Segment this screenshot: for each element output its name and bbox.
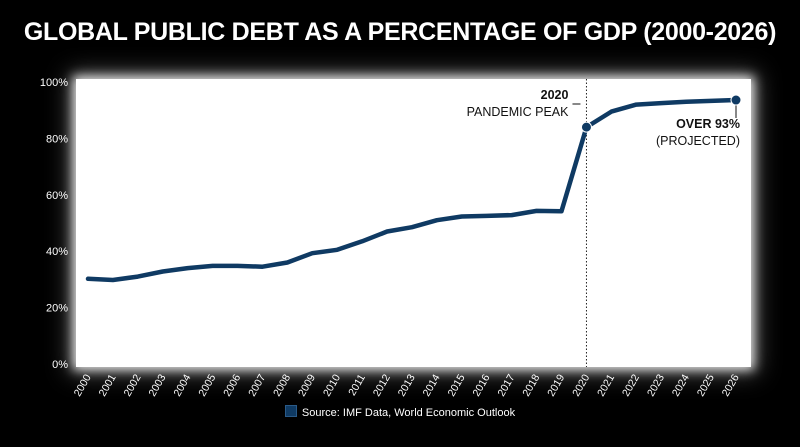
x-tick-label: 2008 (271, 372, 293, 398)
plot-area (76, 79, 751, 367)
x-tick-label: 2002 (122, 372, 144, 398)
series-line (85, 97, 739, 283)
x-tick-label: 2013 (396, 372, 418, 398)
data-point-marker (580, 121, 592, 133)
y-tick-label: 20% (46, 303, 68, 315)
y-tick-label: 80% (46, 133, 68, 145)
x-tick-label: 2011 (346, 372, 368, 398)
series-lines (85, 97, 739, 283)
x-tick-label: 2017 (495, 372, 517, 398)
x-axis-ticks: 2000 2001 2002 2003 2004 2005 2006 2007 2008 2009… (72, 372, 742, 398)
x-tick-label: 2010 (321, 372, 343, 398)
y-tick-label: 0% (52, 359, 68, 371)
x-tick-label: 2009 (296, 372, 318, 398)
series-markers (580, 94, 742, 133)
chart-title: GLOBAL PUBLIC DEBT AS A PERCENTAGE OF GD… (23, 18, 777, 46)
x-tick-label: 2025 (695, 372, 717, 398)
y-tick-label: 100% (40, 77, 68, 89)
x-tick-label: 2024 (670, 372, 692, 398)
x-tick-label: 2023 (645, 372, 667, 398)
annotation-projected-value: OVER 93% (676, 117, 740, 131)
y-axis-ticks: 0% 20% 40% 60% 80% 100% (40, 77, 68, 371)
x-tick-label: 2022 (620, 372, 642, 398)
x-tick-label: 2020 (570, 372, 592, 398)
data-point-marker (730, 94, 742, 106)
x-tick-label: 2003 (146, 372, 168, 398)
annotations: 2020 PANDEMIC PEAK OVER 93% (PROJECTED) (467, 79, 740, 367)
x-tick-label: 2016 (470, 372, 492, 398)
x-tick-label: 2006 (221, 372, 243, 398)
legend-label: Source: IMF Data, World Economic Outlook (301, 407, 516, 419)
x-tick-label: 2004 (171, 372, 193, 398)
annotation-year-label: 2020 (541, 88, 569, 102)
x-tick-label: 2012 (371, 372, 393, 398)
annotation-projected-label: (PROJECTED) (656, 134, 740, 148)
x-tick-label: 2007 (246, 372, 268, 398)
x-tick-label: 2019 (545, 372, 567, 398)
x-tick-label: 2026 (720, 372, 742, 398)
x-tick-label: 2018 (520, 372, 542, 398)
y-tick-label: 60% (46, 190, 68, 202)
x-tick-label: 2015 (446, 372, 468, 398)
legend-swatch (284, 405, 297, 417)
legend: Source: IMF Data, World Economic Outlook (0, 405, 800, 419)
x-tick-label: 2000 (72, 372, 94, 398)
annotation-pandemic-label: PANDEMIC PEAK (467, 105, 570, 119)
x-tick-label: 2014 (421, 372, 443, 398)
x-tick-label: 2021 (595, 372, 617, 398)
x-tick-label: 2001 (97, 372, 119, 398)
y-tick-label: 40% (46, 246, 68, 258)
x-tick-label: 2005 (196, 372, 218, 398)
